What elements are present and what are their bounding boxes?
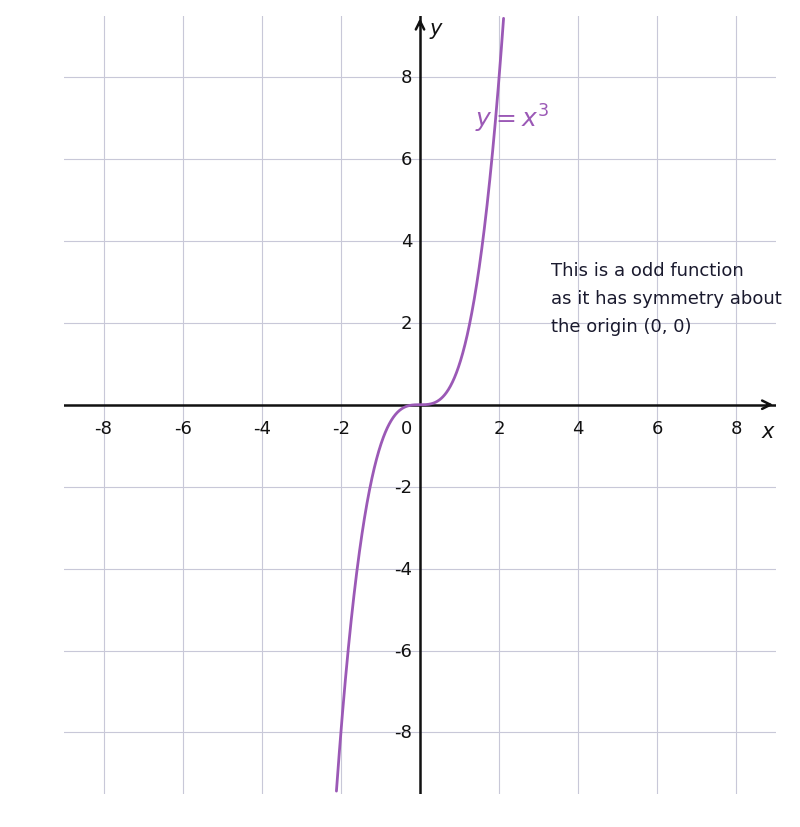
Text: 8: 8 [730, 419, 742, 437]
Text: -6: -6 [394, 642, 412, 660]
Text: 0: 0 [401, 419, 412, 437]
Text: 8: 8 [401, 69, 412, 87]
Text: -8: -8 [394, 724, 412, 742]
Text: -2: -2 [394, 478, 412, 496]
Text: This is a odd function
as it has symmetry about
the origin (0, 0): This is a odd function as it has symmetr… [550, 262, 782, 336]
Text: -2: -2 [332, 419, 350, 437]
Text: 6: 6 [652, 419, 663, 437]
Text: x: x [762, 422, 774, 442]
Text: -6: -6 [174, 419, 192, 437]
Text: 2: 2 [494, 419, 505, 437]
Text: 4: 4 [573, 419, 584, 437]
Text: $y = x^3$: $y = x^3$ [475, 103, 549, 135]
Text: -4: -4 [394, 560, 412, 578]
Text: 2: 2 [401, 314, 412, 332]
Text: -4: -4 [253, 419, 270, 437]
Text: y: y [430, 18, 442, 39]
Text: 4: 4 [401, 232, 412, 251]
Text: -8: -8 [94, 419, 113, 437]
Text: 6: 6 [401, 151, 412, 169]
